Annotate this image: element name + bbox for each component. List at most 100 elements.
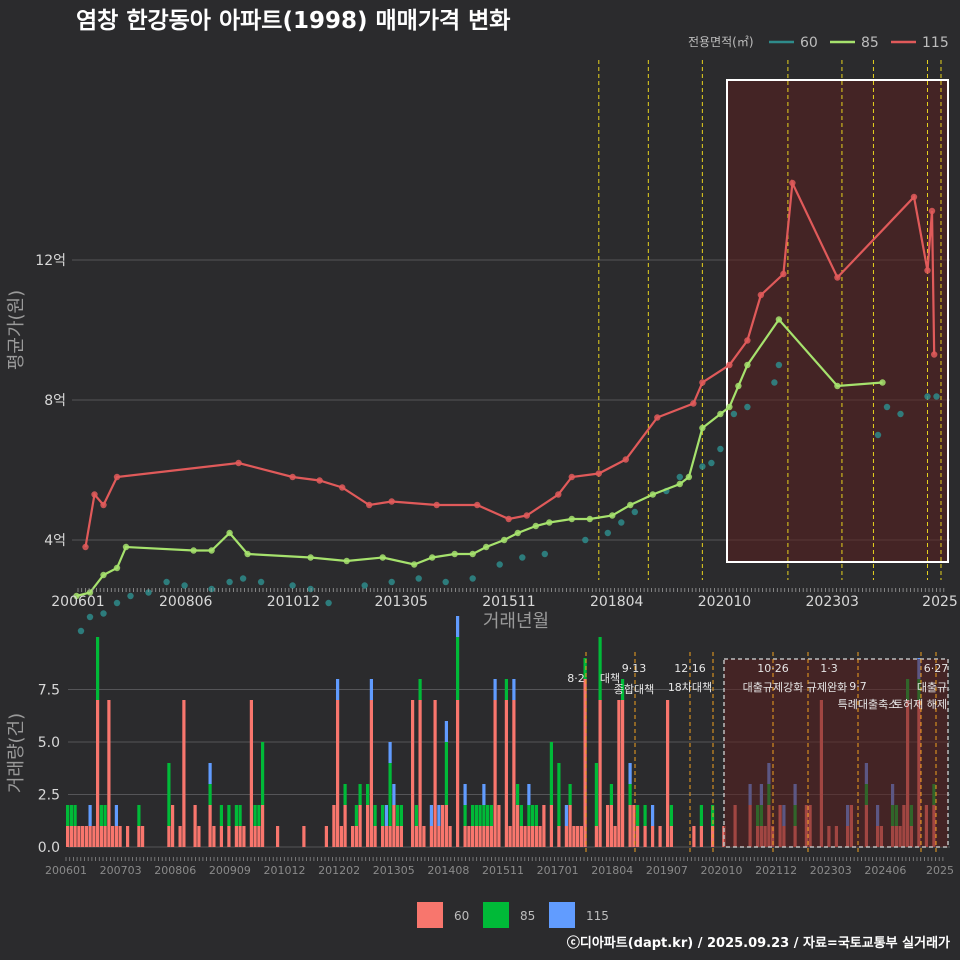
series-115-point-19 xyxy=(690,400,697,407)
volume-bar-60 xyxy=(118,826,122,847)
bottom-x-tick-label-2: 200806 xyxy=(154,864,196,877)
series-115-point-16 xyxy=(595,470,602,477)
bottom-legend-60-swatch xyxy=(417,902,443,928)
volume-bar-60 xyxy=(549,805,553,847)
volume-bar-85 xyxy=(531,805,535,826)
bottom-y-ticks: 0.0 2.5 5.0 7.5 xyxy=(38,683,60,857)
volume-bar-60 xyxy=(422,826,426,847)
volume-bar-60 xyxy=(579,826,583,847)
series-115-point-9 xyxy=(388,498,395,505)
volume-bar-60 xyxy=(114,826,118,847)
volume-bar-85 xyxy=(66,805,70,826)
series-60-point-38 xyxy=(897,410,904,418)
series-60-point-30 xyxy=(708,459,715,467)
volume-bar-85 xyxy=(669,805,673,826)
series-60-point-2 xyxy=(100,610,107,617)
series-85-point-4 xyxy=(122,543,130,551)
volume-bar-85 xyxy=(636,805,640,826)
series-85-point-15 xyxy=(469,550,476,558)
bottom-x-tick-label-16: 2025 xyxy=(926,864,954,877)
series-115-point-15 xyxy=(568,473,575,481)
bottom-x-tick-label-4: 201012 xyxy=(264,864,306,877)
series-85-point-28 xyxy=(699,424,706,432)
bottom-x-tick-label-6: 201305 xyxy=(373,864,415,877)
series-60-point-26 xyxy=(631,508,638,516)
series-85-point-23 xyxy=(609,512,616,519)
volume-bar-60 xyxy=(572,826,576,847)
volume-bar-60 xyxy=(527,826,531,847)
volume-bar-60 xyxy=(613,826,617,847)
volume-bar-85 xyxy=(594,763,598,826)
top-x-tick-label-7: 202303 xyxy=(806,594,859,610)
bottom-x-tick-label-10: 201804 xyxy=(591,864,633,877)
series-85-point-20 xyxy=(546,519,553,526)
volume-bar-60 xyxy=(414,826,418,847)
series-60-point-25 xyxy=(618,519,625,526)
volume-bar-60 xyxy=(107,700,111,847)
volume-bar-115 xyxy=(429,805,433,826)
volume-bar-85 xyxy=(234,805,238,826)
volume-bar-85 xyxy=(516,784,520,805)
volume-bar-85 xyxy=(486,805,490,826)
volume-bar-60 xyxy=(512,700,516,847)
volume-bar-60 xyxy=(69,826,73,847)
volume-bar-60 xyxy=(373,826,377,847)
series-85-point-31 xyxy=(735,382,742,390)
volume-bar-85 xyxy=(471,805,475,826)
bottom-legend-85-label: 85 xyxy=(520,909,535,923)
series-85-point-1 xyxy=(86,589,94,596)
volume-bar-115 xyxy=(651,805,655,826)
volume-bar-115 xyxy=(482,784,486,805)
policy-annotation-13: 6·27 xyxy=(924,662,949,675)
series-60-point-35 xyxy=(775,361,783,369)
volume-bar-60 xyxy=(358,805,362,847)
series-115-point-8 xyxy=(366,501,373,509)
top-x-tick-label-3: 201305 xyxy=(375,594,428,610)
volume-bar-85 xyxy=(598,637,602,700)
bottom-y-tick-label-1: 2.5 xyxy=(38,788,60,804)
volume-bar-60 xyxy=(384,826,388,847)
series-115-point-7 xyxy=(339,484,346,491)
volume-bar-115 xyxy=(208,763,212,784)
series-85-point-5 xyxy=(190,547,197,554)
volume-bar-115 xyxy=(336,679,340,700)
volume-bar-60 xyxy=(538,826,542,847)
volume-bar-60 xyxy=(197,826,201,847)
top-legend: 전용면적(㎡) 60 85 115 xyxy=(688,35,949,51)
volume-bar-115 xyxy=(564,805,568,826)
series-60-point-10 xyxy=(239,575,247,582)
bottom-x-tick-label-5: 201202 xyxy=(318,864,360,877)
bottom-x-tick-label-11: 201907 xyxy=(646,864,688,877)
series-115-point-11 xyxy=(474,501,481,509)
volume-bar-60 xyxy=(234,826,238,847)
recent-period-highlight-box xyxy=(726,79,949,563)
series-85-point-19 xyxy=(532,522,539,530)
legend-85-label: 85 xyxy=(861,35,879,51)
volume-bar-85 xyxy=(609,784,613,805)
volume-bar-115 xyxy=(628,763,632,784)
series-60-point-36 xyxy=(874,431,882,439)
volume-bar-60 xyxy=(594,826,598,847)
volume-bar-60 xyxy=(478,826,482,847)
series-60-point-40 xyxy=(933,393,940,400)
series-115-point-23 xyxy=(757,291,765,299)
policy-annotation-6: 10·26 xyxy=(757,662,789,675)
bottom-x-tick-label-3: 200909 xyxy=(209,864,251,877)
volume-bar-115 xyxy=(392,784,396,805)
volume-bar-60 xyxy=(343,805,347,847)
volume-bar-60 xyxy=(92,826,96,847)
volume-bar-60 xyxy=(411,700,415,847)
volume-bar-85 xyxy=(557,763,561,826)
top-x-tick-label-8: 2025 xyxy=(922,594,958,610)
bottom-x-tick-label-0: 200601 xyxy=(45,864,87,877)
volume-bar-85 xyxy=(343,784,347,805)
series-85-point-6 xyxy=(208,547,215,554)
top-series xyxy=(73,178,940,635)
volume-bar-85 xyxy=(396,805,400,826)
series-85-point-17 xyxy=(501,536,508,544)
top-x-minor-ticks xyxy=(77,588,945,592)
bottom-x-tick-label-1: 200703 xyxy=(100,864,142,877)
top-y-axis-label: 평균가(원) xyxy=(6,290,27,370)
volume-bar-60 xyxy=(699,826,703,847)
volume-bar-115 xyxy=(493,679,497,700)
